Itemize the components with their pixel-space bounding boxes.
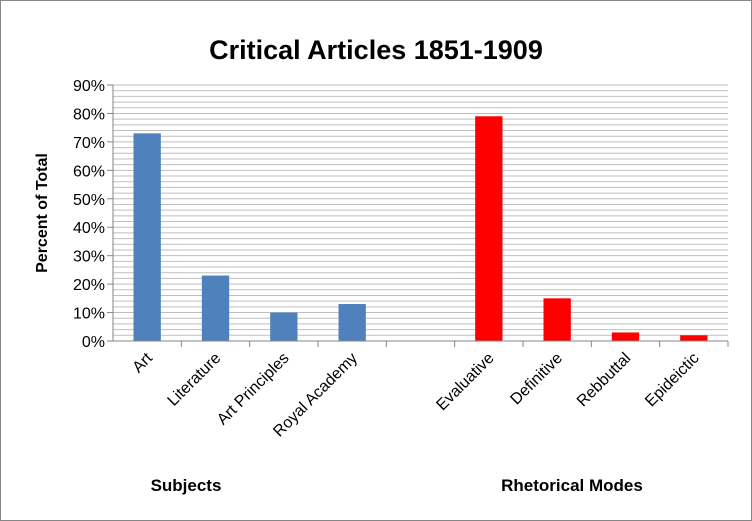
bar-literature [201,275,230,341]
y-tick-label: 50% [73,192,105,209]
x-category-label: Evaluative [433,350,497,414]
x-category-label: Art [130,349,157,376]
y-tick-label: 0% [82,334,105,351]
bar-rebbuttal [611,332,640,341]
y-tick-label: 60% [73,163,105,180]
x-category-label: Definitive [507,350,566,409]
x-category-label: Epideictic [642,350,702,410]
x-category-label: Rebbuttal [574,350,634,410]
y-tick-label: 30% [73,249,105,266]
y-tick-label: 90% [73,78,105,95]
y-tick-label: 80% [73,106,105,123]
group-label-rhetorical-modes: Rhetorical Modes [501,476,643,495]
group-label-subjects: Subjects [151,476,222,495]
y-tick-label: 40% [73,220,105,237]
bar-royal-academy [338,304,366,341]
y-tick-label: 70% [73,135,105,152]
y-tick-label: 10% [73,306,105,323]
y-axis-label: Percent of Total [34,153,51,273]
chart-title: Critical Articles 1851-1909 [209,35,543,65]
y-axis-ticks: 0% 10% 20% 30% 40% 50% 60% 70% 80% 90% [73,78,113,351]
bar-epideictic [680,335,708,341]
x-category-label: Literature [165,350,225,410]
bar-art-principles [270,312,298,341]
bar-evaluative [475,116,503,342]
bar-definitive [543,298,571,341]
bar-art [133,133,161,341]
bars [133,116,708,342]
y-tick-label: 20% [73,277,105,294]
